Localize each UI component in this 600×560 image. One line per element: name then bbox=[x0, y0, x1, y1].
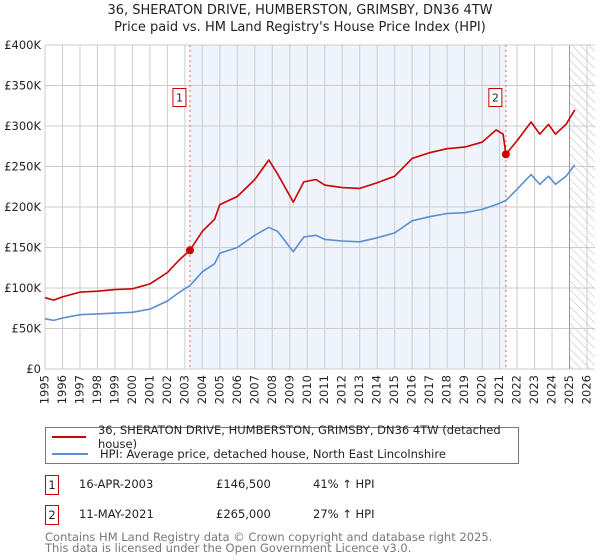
legend-label-property: 36, SHERATON DRIVE, HUMBERSTON, GRIMSBY,… bbox=[97, 423, 501, 451]
hpi-series-line bbox=[44, 164, 576, 322]
x-tick-label: 2021 bbox=[492, 375, 506, 404]
y-tick-label: £300K bbox=[4, 119, 41, 133]
transaction-date: 16-APR-2003 bbox=[79, 477, 154, 491]
x-tick-label: 2009 bbox=[282, 375, 296, 404]
sale-point bbox=[185, 246, 194, 255]
transaction-date: 11-MAY-2021 bbox=[79, 507, 154, 521]
transaction-price: £146,500 bbox=[216, 477, 271, 491]
sale-label-box bbox=[488, 88, 503, 107]
sale-label: 1 bbox=[176, 92, 183, 105]
x-tick-label: 2002 bbox=[160, 375, 174, 404]
sale-label: 2 bbox=[492, 92, 499, 105]
x-tick-label: 1995 bbox=[38, 375, 52, 404]
x-tick-label: 2025 bbox=[562, 375, 576, 404]
x-tick-label: 2007 bbox=[247, 375, 261, 404]
x-tick-label: 1998 bbox=[90, 375, 104, 404]
legend-item-property: 36, SHERATON DRIVE, HUMBERSTON, GRIMSBY,… bbox=[52, 423, 518, 451]
y-tick-label: £400K bbox=[4, 38, 41, 52]
transaction-marker: 2 bbox=[45, 505, 59, 525]
x-tick-label: 2018 bbox=[440, 375, 454, 404]
transaction-hpi: 27% ↑ HPI bbox=[313, 507, 375, 521]
x-tick-label: 2010 bbox=[300, 375, 314, 404]
transaction-hpi: 41% ↑ HPI bbox=[313, 477, 375, 491]
x-tick-label: 2015 bbox=[387, 375, 401, 404]
x-tick-label: 2008 bbox=[265, 375, 279, 404]
transaction-price: £265,000 bbox=[216, 507, 271, 521]
x-tick-label: 2005 bbox=[212, 375, 226, 404]
x-tick-label: 2001 bbox=[142, 375, 156, 404]
chart-title: 36, SHERATON DRIVE, HUMBERSTON, GRIMSBY,… bbox=[107, 3, 493, 18]
x-tick-label: 2003 bbox=[177, 375, 191, 404]
chart-subtitle: Price paid vs. HM Land Registry's House … bbox=[114, 20, 486, 35]
x-tick-label: 2024 bbox=[545, 375, 559, 404]
y-tick-label: £150K bbox=[4, 241, 41, 255]
x-tick-label: 2011 bbox=[317, 375, 331, 404]
footer-copyright: Contains HM Land Registry data © Crown c… bbox=[45, 530, 493, 544]
x-tick-label: 1996 bbox=[55, 375, 69, 404]
legend-swatch-red bbox=[52, 436, 86, 438]
y-tick-label: £0 bbox=[26, 362, 41, 376]
x-tick-label: 1997 bbox=[72, 375, 86, 404]
sale-point bbox=[501, 150, 510, 159]
y-tick-label: £100K bbox=[4, 281, 41, 295]
x-tick-label: 1999 bbox=[107, 375, 121, 404]
x-tick-label: 2012 bbox=[335, 375, 349, 404]
transaction-marker: 1 bbox=[45, 475, 59, 495]
x-tick-label: 2014 bbox=[370, 375, 384, 404]
price-chart: 1995 1996 1997 1998 1999 2000 2001 2002 2003 2004… bbox=[4, 38, 595, 404]
x-tick-label: 2022 bbox=[510, 375, 524, 404]
x-tick-label: 2000 bbox=[125, 375, 139, 404]
legend: 36, SHERATON DRIVE, HUMBERSTON, GRIMSBY,… bbox=[45, 423, 519, 464]
x-tick-label: 2013 bbox=[352, 375, 366, 404]
y-tick-label: £50K bbox=[12, 322, 42, 336]
y-tick-label: £350K bbox=[4, 79, 41, 93]
x-tick-label: 2019 bbox=[457, 375, 471, 404]
x-tick-label: 2023 bbox=[527, 375, 541, 404]
x-tick-label: 2016 bbox=[405, 375, 419, 404]
legend-item-hpi: HPI: Average price, detached house, Nort… bbox=[52, 446, 446, 462]
x-tick-label: 2020 bbox=[475, 375, 489, 404]
x-tick-label: 2026 bbox=[580, 375, 594, 404]
y-tick-label: £250K bbox=[4, 160, 41, 174]
x-tick-label: 2017 bbox=[422, 375, 436, 404]
sale-label-box bbox=[172, 88, 187, 107]
legend-swatch-blue bbox=[52, 453, 88, 455]
property-series-line bbox=[44, 109, 576, 301]
x-tick-label: 2006 bbox=[230, 375, 244, 404]
footer-licence: This data is licensed under the Open Gov… bbox=[45, 541, 412, 555]
legend-label-hpi: HPI: Average price, detached house, Nort… bbox=[100, 447, 446, 461]
y-tick-label: £200K bbox=[4, 200, 41, 214]
x-tick-label: 2004 bbox=[195, 375, 209, 404]
